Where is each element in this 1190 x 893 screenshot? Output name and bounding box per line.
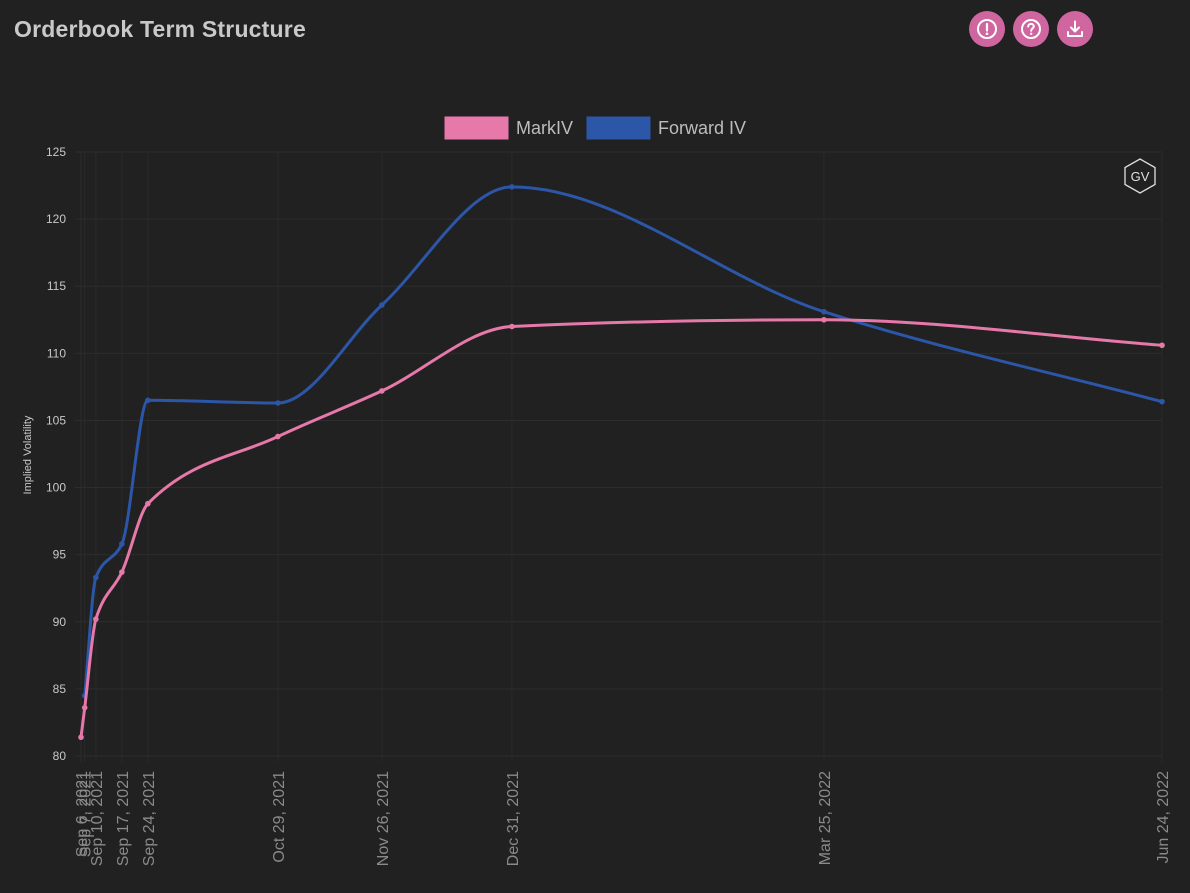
- markiv-point: [78, 734, 84, 741]
- markiv-point: [93, 616, 99, 622]
- y-tick-label: 100: [46, 481, 66, 495]
- x-tick-label: Sep 17, 2021: [115, 771, 132, 866]
- forward-iv-point: [509, 184, 515, 190]
- y-tick-label: 110: [47, 346, 66, 360]
- hexagon-logo-icon: [1124, 158, 1156, 194]
- markiv-point: [1159, 342, 1165, 349]
- forward-iv-point: [1159, 398, 1165, 405]
- y-tick-label: 115: [47, 279, 66, 293]
- forward-iv-point: [275, 400, 281, 406]
- x-tick-label: Oct 29, 2021: [271, 771, 288, 863]
- y-tick-label: 95: [53, 548, 67, 562]
- y-tick-label: 125: [46, 145, 66, 159]
- download-button[interactable]: [1057, 11, 1093, 47]
- x-tick-label: Dec 31, 2021: [505, 771, 522, 866]
- forward-iv-legend-swatch[interactable]: [586, 116, 651, 140]
- forward-iv-point: [145, 397, 151, 404]
- x-tick-label: Sep 10, 2021: [89, 771, 106, 866]
- download-icon: [1067, 20, 1083, 37]
- markiv-point: [81, 704, 88, 711]
- help-icon: [1021, 19, 1041, 39]
- markiv-legend-label[interactable]: MarkIV: [516, 118, 573, 138]
- markiv-point: [509, 323, 515, 330]
- y-tick-label: 90: [53, 615, 67, 629]
- y-tick-label: 85: [53, 682, 67, 696]
- markiv-legend-swatch[interactable]: [444, 116, 509, 140]
- forward-iv-point: [821, 308, 827, 315]
- toolbar: [969, 11, 1093, 47]
- page-title: Orderbook Term Structure: [14, 16, 306, 42]
- y-tick-label: 120: [46, 212, 66, 226]
- x-tick-label: Mar 25, 2022: [817, 771, 834, 865]
- x-tick-label: Sep 7, 2021: [78, 771, 95, 857]
- x-tick-label: Sep 24, 2021: [141, 771, 158, 866]
- help-button[interactable]: [1013, 11, 1049, 47]
- x-tick-label: Nov 26, 2021: [375, 771, 392, 866]
- markiv-line: [79, 318, 1163, 738]
- forward-iv-point: [119, 541, 125, 547]
- info-button[interactable]: [969, 11, 1005, 47]
- markiv-point: [145, 500, 151, 507]
- grid: [75, 151, 1163, 762]
- legend: MarkIV Forward IV: [444, 116, 746, 140]
- forward-iv-point: [379, 302, 385, 308]
- y-tick-label: 105: [46, 413, 66, 427]
- forward-iv-legend-label[interactable]: Forward IV: [658, 118, 746, 138]
- markiv-point: [379, 388, 385, 394]
- series: [78, 184, 1165, 741]
- forward-iv-line: [83, 185, 1163, 696]
- watermark-label: GV: [1131, 169, 1150, 184]
- y-axis-label: Implied Volatility: [22, 415, 34, 494]
- markiv-point: [119, 569, 125, 575]
- y-tick-label: 80: [53, 749, 67, 763]
- forward-iv-point: [93, 574, 99, 581]
- markiv-point: [821, 316, 827, 323]
- gv-watermark: GV: [1124, 158, 1156, 194]
- x-tick-label: Jun 24, 2022: [1155, 771, 1172, 864]
- markiv-point: [275, 433, 281, 440]
- x-tick-label: Sep 6, 2021: [74, 771, 91, 857]
- alert-icon: [977, 19, 997, 39]
